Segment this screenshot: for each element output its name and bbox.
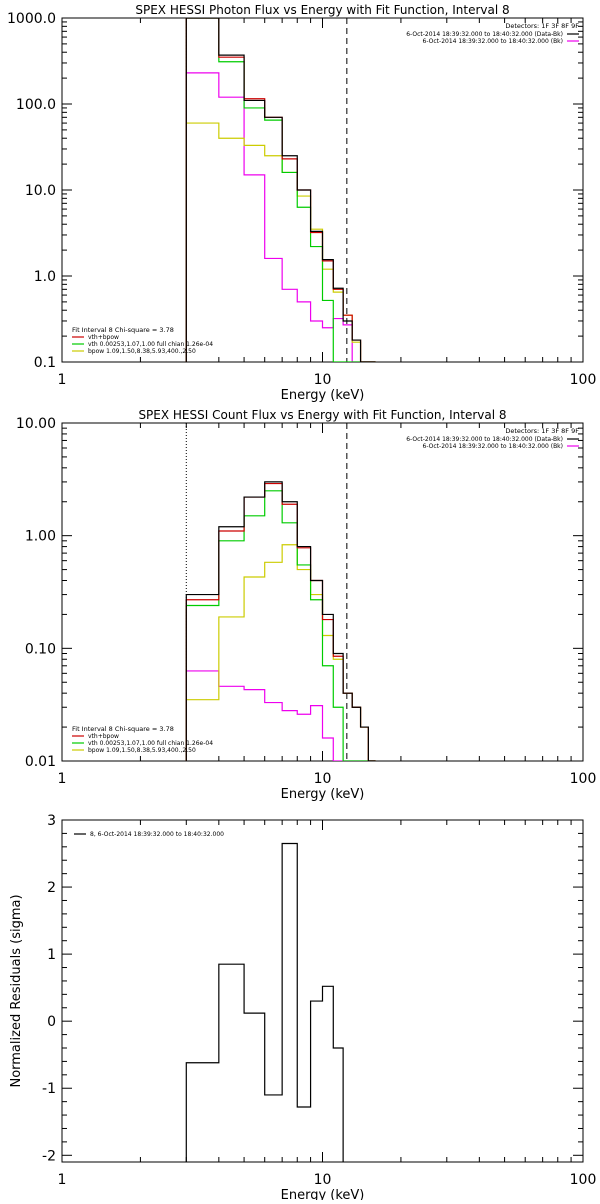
x-tick-label: 100 [570,771,597,787]
legend-item-label: 8, 6-Oct-2014 18:39:32.000 to 18:40:32.0… [90,831,224,838]
x-axis-label: Energy (keV) [281,1188,365,1200]
legend-item-label: vth+bpow [88,334,119,341]
x-tick-label: 10 [314,771,332,787]
legend-header: Fit Interval 8 Chi-square = 3.78 [72,725,174,733]
chart-title: SPEX HESSI Count Flux vs Energy with Fit… [138,408,506,422]
x-tick-label: 10 [314,1172,332,1188]
series-vth [185,18,376,362]
y-tick-label: 0.1 [34,355,56,371]
x-tick-label: 1 [58,771,67,787]
y-tick-label: 0.10 [25,641,56,657]
x-tick-label: 10 [314,372,332,388]
series-data [185,18,376,362]
legend-item-label: 6-Oct-2014 18:39:32.000 to 18:40:32.000 … [406,436,563,443]
chart-title: SPEX HESSI Photon Flux vs Energy with Fi… [135,3,509,17]
y-tick-label: 1 [47,947,56,963]
y-tick-label: 100.0 [16,97,56,113]
plot-frame [61,17,584,363]
y-tick-label: 3 [47,813,56,829]
series-data [185,481,376,761]
y-tick-label: 10.00 [16,416,56,432]
legend-header: Fit Interval 8 Chi-square = 3.78 [72,326,174,334]
x-tick-label: 100 [570,1172,597,1188]
x-tick-label: 100 [570,372,597,388]
y-tick-label: 0.01 [25,754,56,770]
legend-header: Detectors: 1F 3F 8F 9F [505,22,579,30]
y-tick-label: 1000.0 [7,11,56,27]
legend-item-label: bpow 1.09,1.50,8.38,5.93,400.,2.50 [88,348,196,355]
chart-panel-1: SPEX HESSI Photon Flux vs Energy with Fi… [7,3,596,403]
y-tick-label: 0 [47,1014,56,1030]
x-axis-label: Energy (keV) [281,787,365,802]
chart-panel-2: SPEX HESSI Count Flux vs Energy with Fit… [16,408,596,802]
y-tick-label: 1.0 [34,269,56,285]
legend-item-label: 6-Oct-2014 18:39:32.000 to 18:40:32.000 … [423,38,564,45]
legend-item-label: vth 0.00253,1.07,1.00 full chian 1.26e-0… [88,341,213,348]
legend-item-label: vth 0.00253,1.07,1.00 full chian 1.26e-0… [88,740,213,747]
y-tick-label: -1 [42,1081,56,1097]
legend-item-label: vth+bpow [88,733,119,740]
legend-header: Detectors: 1F 3F 8F 9F [505,427,579,435]
x-tick-label: 1 [58,372,67,388]
series-vth [185,490,376,761]
y-axis-label: Normalized Residuals (sigma) [9,894,24,1087]
x-tick-label: 1 [58,1172,67,1188]
legend-item-label: bpow 1.09,1.50,8.38,5.93,400.,2.50 [88,747,196,754]
y-tick-label: 10.0 [25,183,56,199]
legend-item-label: 6-Oct-2014 18:39:32.000 to 18:40:32.000 … [406,31,563,38]
y-tick-label: -2 [42,1148,56,1164]
series-data [185,842,344,1162]
chart-panel-3: Energy (keV) Normalized Residuals (sigma)… [9,813,597,1203]
x-axis-label: Energy (keV) [281,388,365,403]
series-bk [185,670,376,761]
y-tick-label: 2 [47,880,56,896]
y-tick-label: 1.00 [25,529,56,545]
legend-item-label: 6-Oct-2014 18:39:32.000 to 18:40:32.000 … [423,443,564,450]
